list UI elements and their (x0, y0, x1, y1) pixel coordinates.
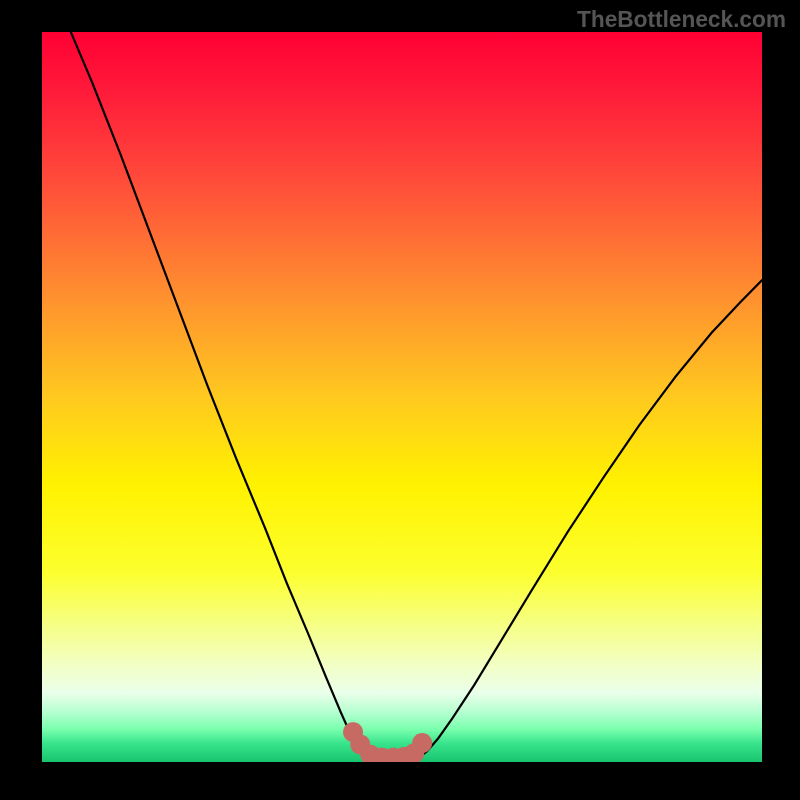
chart-svg-layer (42, 32, 762, 762)
bottleneck-curve-left (71, 32, 366, 757)
watermark-text: TheBottleneck.com (577, 6, 786, 33)
marker-group (343, 722, 432, 762)
curve-marker (412, 733, 432, 753)
chart-plot-area (42, 32, 762, 762)
bottleneck-curve-right (420, 280, 762, 757)
